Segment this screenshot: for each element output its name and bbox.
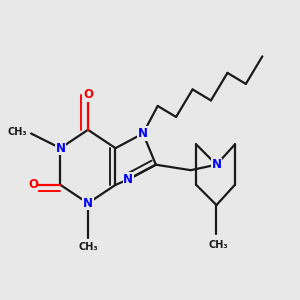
Text: N: N [212,158,221,171]
Text: CH₃: CH₃ [78,242,98,252]
Text: N: N [56,142,65,155]
Text: N: N [83,197,93,210]
Text: O: O [83,88,93,101]
Text: CH₃: CH₃ [8,127,27,136]
Text: O: O [28,178,38,191]
Text: N: N [138,127,148,140]
Text: CH₃: CH₃ [208,240,228,250]
Text: N: N [123,173,133,186]
